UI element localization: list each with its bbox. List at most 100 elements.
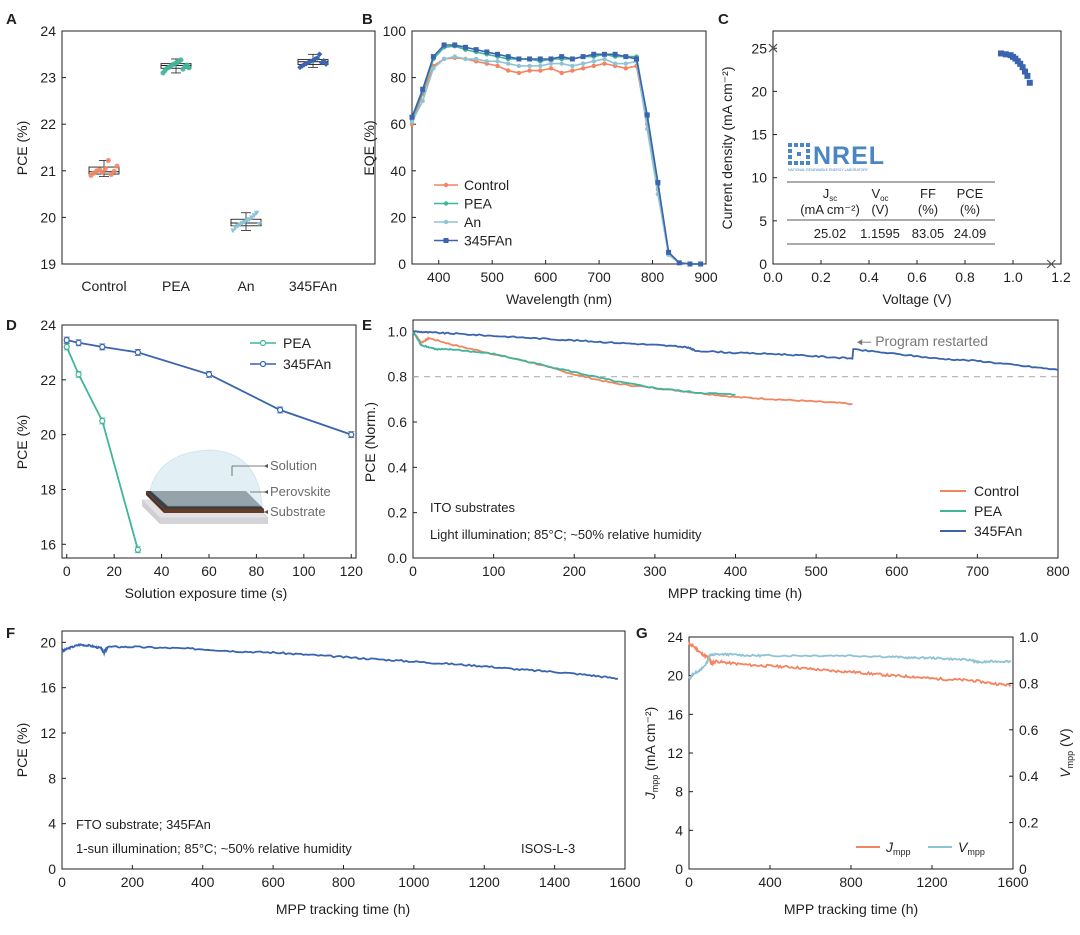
panel-f-ylabel: PCE (%) bbox=[14, 723, 30, 777]
nrel-logo: NREL NATIONAL RENEWABLE ENERGY LABORATOR… bbox=[788, 142, 884, 172]
eqe-point bbox=[420, 98, 425, 104]
table-value: 83.05 bbox=[912, 226, 945, 241]
panel-g-y2label-unit: (V) bbox=[1057, 728, 1073, 751]
panel-d: D PCE (%) Solution exposure time (s) Sol… bbox=[6, 317, 363, 601]
y-tick-label: 10 bbox=[751, 170, 767, 186]
box-point bbox=[100, 169, 106, 175]
y-tick-label: 24 bbox=[40, 23, 56, 39]
panel-b-axes bbox=[411, 30, 707, 265]
nrel-logo-subtext: NATIONAL RENEWABLE ENERGY LABORATORY bbox=[788, 168, 869, 172]
y-tick-label: 22 bbox=[40, 116, 56, 132]
eqe-point bbox=[527, 68, 532, 73]
stability-point bbox=[75, 339, 82, 346]
y-tick-label: 4 bbox=[48, 816, 56, 832]
y-tick-label: 4 bbox=[675, 822, 683, 838]
box-point bbox=[316, 51, 323, 58]
table-unit: (%) bbox=[918, 202, 938, 217]
x-tick-label: 800 bbox=[641, 269, 665, 285]
eqe-point bbox=[527, 63, 532, 69]
x-tick-label: 80 bbox=[249, 563, 265, 579]
y-tick-label: 22 bbox=[40, 372, 56, 388]
eqe-point bbox=[591, 59, 596, 64]
eqe-point bbox=[591, 63, 596, 69]
eqe-point bbox=[462, 44, 468, 50]
x-tick-label: 0 bbox=[63, 563, 71, 579]
y-tick-label: 24 bbox=[667, 629, 683, 645]
x-tick-label: 500 bbox=[804, 563, 828, 579]
panel-letter-c: C bbox=[718, 11, 729, 28]
y-tick-label: 0 bbox=[48, 861, 56, 877]
table-unit: (V) bbox=[871, 202, 888, 217]
eqe-line-Control bbox=[411, 56, 701, 265]
x-tick-label: 600 bbox=[885, 563, 909, 579]
eqe-point bbox=[537, 56, 543, 62]
legend-label: PEA bbox=[974, 503, 1003, 519]
cell-param-table: Jsc(mA cm⁻²)25.02Voc(V)1.1595FF(%)83.05P… bbox=[787, 181, 995, 245]
y-tick-label: 60 bbox=[390, 116, 406, 132]
x-tick-label: 1.2 bbox=[1051, 269, 1071, 285]
table-header: Voc bbox=[871, 186, 888, 203]
eqe-line-345FAn bbox=[411, 44, 701, 265]
annotation-text: Program restarted bbox=[875, 333, 988, 349]
x-tick-label: 1200 bbox=[469, 874, 500, 890]
x-tick-label: 700 bbox=[587, 269, 611, 285]
legend-marker bbox=[259, 339, 267, 347]
y-tick-label: 21 bbox=[40, 163, 56, 179]
stability-point bbox=[63, 336, 70, 344]
panel-b: B EQE (%) Wavelength (nm) 0 20 40 60 80 100 40… bbox=[361, 11, 718, 307]
x-tick-label: 400 bbox=[191, 874, 215, 890]
legend-label: An bbox=[464, 214, 481, 230]
legend-marker bbox=[443, 182, 449, 188]
panel-letter-g: G bbox=[636, 625, 648, 642]
eqe-point bbox=[484, 49, 490, 55]
y-tick-label: 0 bbox=[675, 861, 683, 877]
eqe-line-An bbox=[411, 55, 701, 265]
eqe-point bbox=[495, 51, 501, 57]
eqe-point bbox=[516, 56, 522, 62]
panel-f: F PCE (%) MPP tracking time (h) FTO subs… bbox=[6, 625, 641, 917]
panel-letter-e: E bbox=[362, 317, 372, 334]
legend-marker bbox=[443, 201, 449, 206]
substrate-edge bbox=[160, 518, 268, 524]
eqe-point bbox=[506, 68, 511, 73]
eqe-point bbox=[431, 66, 436, 71]
y2-tick-label: 0.4 bbox=[1019, 768, 1039, 784]
stability-line-345FAn bbox=[66, 339, 352, 436]
panel-g-y2label-sub: mpp bbox=[1065, 751, 1075, 769]
eqe-line-PEA bbox=[411, 45, 701, 265]
eqe-point bbox=[591, 51, 597, 57]
box-point bbox=[308, 58, 314, 65]
stability-point bbox=[277, 406, 284, 414]
eqe-point bbox=[676, 260, 682, 266]
tracking-line-345FAn bbox=[412, 330, 1059, 371]
stability-point bbox=[205, 371, 213, 378]
panel-e-ylabel: PCE (Norm.) bbox=[362, 402, 378, 482]
panel-f-axes bbox=[61, 630, 626, 870]
table-unit: (%) bbox=[960, 202, 980, 217]
y-tick-label: 12 bbox=[40, 725, 56, 741]
legend-label: 345FAn bbox=[974, 523, 1022, 539]
eqe-point bbox=[441, 56, 447, 62]
eqe-point bbox=[548, 61, 554, 66]
eqe-point bbox=[420, 86, 426, 92]
legend-label: PEA bbox=[283, 335, 312, 351]
legend-label: 345FAn bbox=[283, 356, 331, 372]
eqe-point bbox=[409, 119, 415, 125]
panel-letter-b: B bbox=[362, 11, 373, 28]
category-label: Control bbox=[81, 278, 126, 294]
x-tick-label: 0.0 bbox=[763, 269, 783, 285]
tracking-line-Control bbox=[412, 330, 853, 406]
x-tick-label: 0.8 bbox=[955, 269, 975, 285]
x-tick-label: 0 bbox=[409, 563, 417, 579]
eqe-point bbox=[570, 68, 575, 73]
panel-f-note-1: FTO substrate; 345FAn bbox=[76, 817, 211, 832]
legend-marker bbox=[259, 360, 267, 368]
panel-a-ylabel: PCE (%) bbox=[14, 121, 30, 175]
x-tick-label: 40 bbox=[154, 563, 170, 579]
stability-point bbox=[348, 431, 355, 438]
x-tick-label: 400 bbox=[427, 269, 451, 285]
jv-cross-marker bbox=[1046, 259, 1056, 269]
eqe-point bbox=[645, 126, 650, 132]
panel-b-ylabel: EQE (%) bbox=[361, 120, 377, 175]
x-tick-label: 100 bbox=[482, 563, 506, 579]
